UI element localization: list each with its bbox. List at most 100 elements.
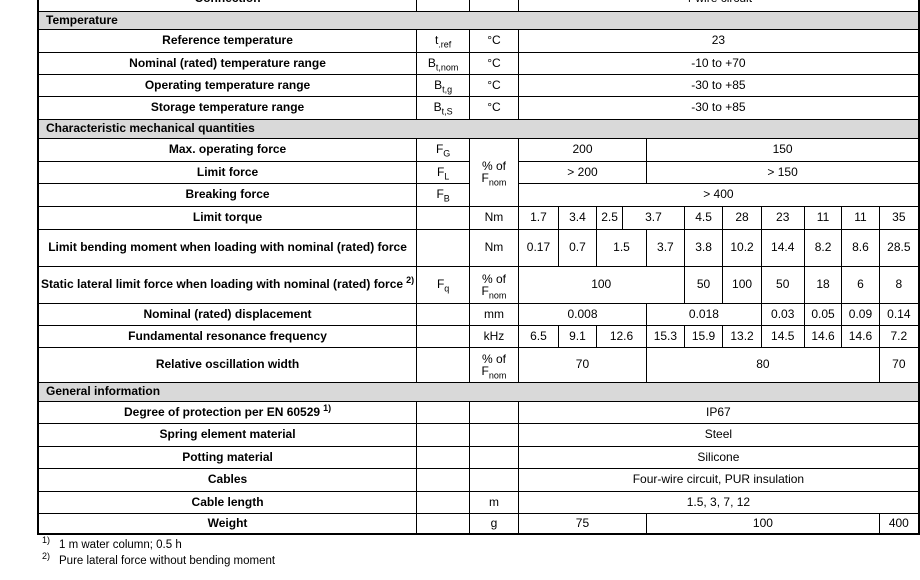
row-limit-torque: Limit torque Nm 1.7 3.4 2.5 3.7 4.5 28 2…: [37, 205, 920, 230]
row-relative-oscillation-width: Relative oscillation width % of Fnom 70 …: [37, 346, 920, 383]
footnotes: 1) 1 m water column; 0.5 h 2) Pure lateral…: [42, 535, 275, 569]
cell-value: 14.6: [841, 324, 880, 348]
cell-value: 50: [683, 265, 724, 304]
cell-value: 10.2: [722, 228, 762, 267]
row-limit-bending-moment: Limit bending moment when loading with n…: [37, 228, 920, 267]
cell-symbol-empty: [416, 445, 471, 469]
cell-value: 23: [760, 205, 805, 230]
cell-value: > 200: [517, 160, 648, 184]
cell-symbol: FB: [416, 182, 471, 207]
row-nominal-temperature-range: Nominal (rated) temperature range Bt,nom…: [37, 51, 920, 75]
cell-value: 14.6: [803, 324, 843, 348]
cell-unit-pct-fnom: % of Fnom: [469, 346, 519, 383]
cell-value: 8: [878, 265, 920, 304]
footnote-ref: 1): [323, 402, 332, 413]
cell-label: Nominal (rated) displacement: [37, 302, 418, 326]
symbol-sub: t,nom: [435, 61, 459, 72]
cell-value: 15.9: [683, 324, 724, 348]
cell-value: 13.2: [722, 324, 762, 348]
cell-label: Limit force: [37, 160, 418, 184]
footnote-ref: 2): [406, 275, 415, 285]
cell-value: 8.6: [841, 228, 880, 267]
section-header-mechanical: Characteristic mechanical quantities: [37, 118, 920, 139]
section-title: Temperature: [37, 10, 920, 30]
cell-label: Potting material: [37, 445, 418, 469]
symbol-base: F: [436, 277, 445, 291]
symbol-base: t: [434, 33, 439, 47]
cell-value: 18: [803, 265, 843, 304]
cell-value: Steel: [517, 422, 920, 447]
cell-unit: m: [469, 490, 519, 514]
row-potting-material: Potting material Silicone: [37, 445, 920, 469]
cell-value: 150: [646, 137, 920, 162]
unit-line1: % of: [481, 271, 506, 286]
unit-line1: % of: [481, 351, 506, 366]
cell-symbol-empty: [416, 422, 471, 447]
symbol-base: B: [433, 100, 442, 114]
cell-label: Degree of protection per EN 60529 1): [37, 400, 418, 424]
cell-label: Operating temperature range: [37, 73, 418, 97]
cell-label: Nominal (rated) temperature range: [37, 51, 418, 75]
cell-value: -30 to +85: [517, 73, 920, 97]
footnote-2: 2) Pure lateral force without bending mom…: [42, 552, 275, 569]
row-static-lateral-limit-force: Static lateral limit force when loading …: [37, 265, 920, 304]
cell-value: 6: [841, 265, 880, 304]
symbol-base: F: [436, 187, 444, 201]
cell-label: Cables: [37, 467, 418, 492]
cell-value: 8.2: [803, 228, 843, 267]
cell-value: 7.2: [878, 324, 920, 348]
row-spring-element-material: Spring element material Steel: [37, 422, 920, 447]
symbol-sub: L: [444, 170, 450, 181]
cell-value: 35: [878, 205, 920, 230]
cell-symbol-empty: [416, 0, 471, 12]
cell-value: 14.5: [760, 324, 805, 348]
cell-symbol: Fq: [416, 265, 471, 304]
cell-symbol: t.ref: [416, 28, 471, 53]
cell-value: 12.6: [595, 324, 648, 348]
cell-unit: Nm: [469, 228, 519, 267]
cell-unit-pct-fnom: % of Fnom: [469, 137, 519, 207]
section-header-general: General information: [37, 381, 920, 402]
cell-value: 9.1: [558, 324, 597, 348]
cell-value: 0.14: [878, 302, 920, 326]
cell-value: 2.5: [595, 205, 624, 230]
cell-unit: mm: [469, 302, 519, 326]
cell-value: > 400: [517, 182, 920, 207]
section-header-temperature: Temperature: [37, 10, 920, 30]
cell-value: 4.5: [683, 205, 724, 230]
cell-value: 6.5: [517, 324, 560, 348]
cell-symbol-empty: [416, 324, 471, 348]
cell-value: 75: [517, 512, 648, 535]
cell-symbol-empty: [416, 400, 471, 424]
cell-value: 0.7: [558, 228, 597, 267]
cell-value: Four-wire circuit, PUR insulation: [517, 467, 920, 492]
unit-line2: Fnom: [481, 363, 507, 380]
cell-value: 14.4: [760, 228, 805, 267]
cell-unit: °C: [469, 95, 519, 120]
cell-value: 15.3: [646, 324, 685, 348]
footnote-text: 1 m water column; 0.5 h: [59, 539, 182, 551]
cell-value: IP67: [517, 400, 920, 424]
cell-label: Max. operating force: [37, 137, 418, 162]
footnote-marker: 1): [42, 535, 51, 546]
cell-label: Spring element material: [37, 422, 418, 447]
cell-unit: Nm: [469, 205, 519, 230]
cell-symbol: FG: [416, 137, 471, 162]
cell-value: 11: [803, 205, 843, 230]
cell-value: > 150: [646, 160, 920, 184]
cell-value: 3.7: [646, 228, 685, 267]
cell-unit-pct-fnom: % of Fnom: [469, 265, 519, 304]
section-title: Characteristic mechanical quantities: [37, 118, 920, 139]
cell-value: 4-wire circuit: [517, 0, 920, 12]
cell-value: 11: [841, 205, 880, 230]
cell-symbol: Bt,g: [416, 73, 471, 97]
cell-label: Weight: [37, 512, 418, 535]
symbol-base: B: [427, 55, 436, 70]
cell-value: -10 to +70: [517, 51, 920, 75]
cell-value: 1.5, 3, 7, 12: [517, 490, 920, 514]
symbol-sub: .ref: [438, 39, 452, 50]
cell-symbol: FL: [416, 160, 471, 184]
cell-unit-empty: [469, 0, 519, 12]
cell-unit-empty: [469, 400, 519, 424]
